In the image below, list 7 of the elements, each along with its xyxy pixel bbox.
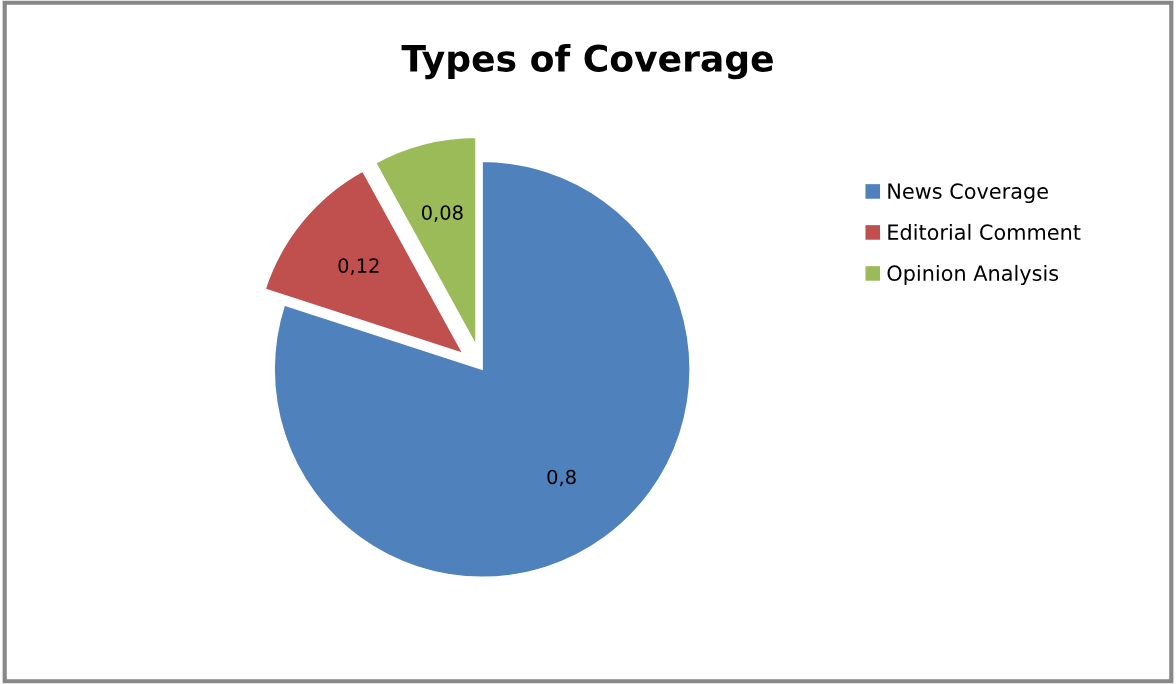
data-label: 0,8 xyxy=(547,469,576,487)
legend-label: Editorial Comment xyxy=(888,223,1081,241)
chart-title: Types of Coverage xyxy=(401,43,773,80)
legend-label: News Coverage xyxy=(888,183,1048,204)
data-label: 0,08 xyxy=(421,205,463,222)
data-label: 0,12 xyxy=(338,258,379,275)
legend-label: Opinion Analysis xyxy=(887,264,1059,286)
